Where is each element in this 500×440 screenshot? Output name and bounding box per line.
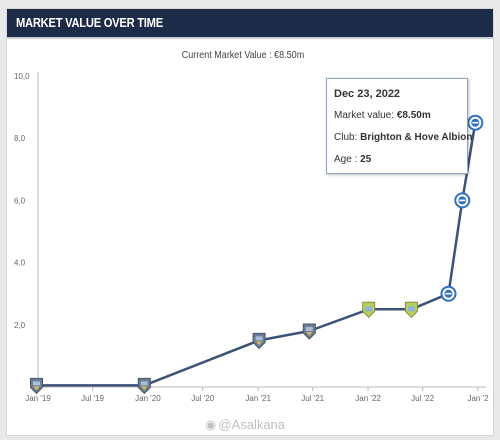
data-point-marker[interactable] bbox=[362, 301, 376, 319]
data-point-marker[interactable] bbox=[302, 323, 316, 340]
data-point-marker[interactable] bbox=[30, 377, 43, 395]
chart-tooltip: Dec 23, 2022 Market value: €8.50m Club: … bbox=[326, 78, 473, 174]
data-point-marker[interactable] bbox=[252, 332, 266, 350]
crest-stripe bbox=[472, 121, 479, 124]
x-tick-label: Jan '20 bbox=[135, 394, 161, 403]
crest-inner bbox=[305, 327, 313, 331]
club-crest-icon bbox=[302, 323, 316, 340]
crest-inner bbox=[365, 306, 373, 312]
club-crest-icon bbox=[30, 377, 43, 395]
watermark: ◉ @Asalkana bbox=[205, 417, 285, 433]
data-point-marker[interactable] bbox=[440, 285, 457, 302]
tooltip-age: 25 bbox=[360, 154, 372, 165]
crest-inner bbox=[407, 306, 415, 312]
club-crest-icon bbox=[252, 332, 266, 350]
y-tick-label: 6,0 bbox=[14, 196, 26, 205]
crest-detail bbox=[306, 332, 313, 336]
x-tick-label: Jan '2 bbox=[467, 394, 489, 403]
tooltip-age-row: Age : 25 bbox=[334, 154, 371, 165]
watermark-text: @Asalkana bbox=[218, 417, 286, 432]
current-market-value: Current Market Value : €8.50m bbox=[181, 50, 305, 61]
x-tick-label: Jan '21 bbox=[245, 394, 271, 403]
card-title: MARKET VALUE OVER TIME bbox=[16, 15, 163, 30]
crest-stripe bbox=[459, 199, 466, 202]
x-tick-label: Jan '19 bbox=[25, 394, 51, 403]
tooltip-market-value-row: Market value: €8.50m bbox=[334, 110, 431, 121]
crest-inner bbox=[33, 381, 40, 386]
x-tick-label: Jul '21 bbox=[301, 394, 324, 403]
x-tick-label: Jul '20 bbox=[191, 394, 214, 403]
tooltip-market-value: €8.50m bbox=[396, 110, 431, 121]
y-tick-label: 10,0 bbox=[14, 72, 30, 81]
y-tick-label: 2,0 bbox=[14, 321, 26, 330]
x-tick-label: Jan '22 bbox=[355, 394, 381, 403]
x-tick-label: Jul '22 bbox=[411, 394, 434, 403]
weibo-icon: ◉ bbox=[205, 417, 217, 432]
tooltip-club-label: Club: bbox=[334, 132, 361, 143]
tooltip-market-value-label: Market value: bbox=[334, 110, 397, 121]
y-tick-label: 8,0 bbox=[14, 134, 26, 143]
data-point-marker[interactable] bbox=[137, 377, 151, 395]
crest-inner bbox=[140, 381, 148, 386]
crest-detail bbox=[33, 386, 40, 391]
tooltip-age-label: Age : bbox=[334, 154, 361, 165]
tooltip-club-row: Club: Brighton & Hove Albion bbox=[334, 132, 473, 143]
crest-detail bbox=[141, 386, 148, 391]
data-point-marker[interactable] bbox=[467, 114, 484, 131]
data-point-marker[interactable] bbox=[454, 192, 471, 209]
crest-detail bbox=[256, 341, 263, 346]
data-point-marker[interactable] bbox=[404, 301, 418, 319]
tooltip-club: Brighton & Hove Albion bbox=[360, 132, 473, 143]
crest-stripe bbox=[445, 292, 452, 295]
tooltip-date: Dec 23, 2022 bbox=[334, 88, 401, 100]
y-tick-label: 4,0 bbox=[14, 259, 26, 268]
x-tick-label: Jul '19 bbox=[81, 394, 104, 403]
club-crest-icon bbox=[137, 377, 151, 395]
crest-inner bbox=[255, 336, 263, 341]
card-header: MARKET VALUE OVER TIME bbox=[7, 9, 493, 39]
